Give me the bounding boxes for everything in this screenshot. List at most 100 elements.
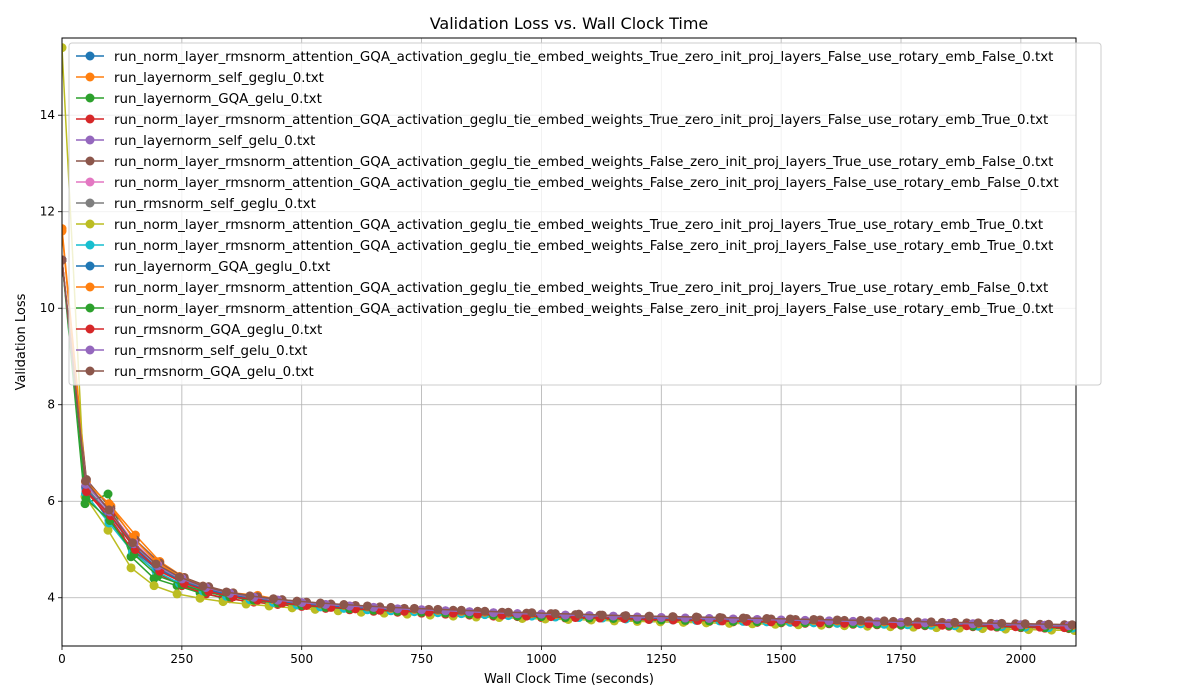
x-tick-label: 1500 xyxy=(766,652,797,666)
data-point xyxy=(809,614,819,624)
data-point xyxy=(1067,620,1076,630)
data-point xyxy=(292,596,302,606)
data-point xyxy=(824,616,834,626)
series-16 xyxy=(62,255,1076,630)
x-tick-label: 750 xyxy=(410,652,433,666)
legend-item: run_norm_layer_rmsnorm_attention_GQA_act… xyxy=(76,113,1048,128)
data-point xyxy=(560,610,570,620)
data-point xyxy=(417,605,427,615)
data-point xyxy=(103,525,113,535)
data-point xyxy=(488,608,498,618)
legend-item: run_layernorm_self_geglu_0.txt xyxy=(76,71,324,86)
data-point xyxy=(104,499,114,509)
legend-item: run_rmsnorm_GQA_geglu_0.txt xyxy=(76,323,322,338)
data-point xyxy=(151,559,161,569)
legend-swatch-marker xyxy=(85,93,95,103)
data-point xyxy=(456,605,466,615)
data-point xyxy=(480,606,490,616)
data-point xyxy=(465,607,475,617)
data-point xyxy=(872,617,882,627)
data-point xyxy=(597,610,607,620)
data-point xyxy=(268,594,278,604)
data-point xyxy=(104,505,114,515)
data-point xyxy=(195,593,205,603)
data-point xyxy=(668,612,678,622)
legend-label: run_norm_layer_rmsnorm_attention_GQA_act… xyxy=(114,176,1059,191)
data-point xyxy=(644,611,654,621)
data-point xyxy=(433,604,443,614)
legend-swatch-marker xyxy=(85,324,95,334)
legend-label: run_rmsnorm_GQA_gelu_0.txt xyxy=(114,365,314,380)
data-point xyxy=(409,603,419,613)
data-point xyxy=(680,613,690,623)
legend-label: run_layernorm_GQA_gelu_0.txt xyxy=(114,92,322,107)
data-point xyxy=(800,615,810,625)
x-tick-label: 1000 xyxy=(526,652,557,666)
legend-label: run_norm_layer_rmsnorm_attention_GQA_act… xyxy=(114,113,1048,128)
data-point xyxy=(950,617,960,627)
legend-item: run_layernorm_GQA_gelu_0.txt xyxy=(76,92,322,107)
data-point xyxy=(81,494,91,504)
data-point xyxy=(441,606,451,616)
data-point xyxy=(198,581,208,591)
y-tick-label: 10 xyxy=(40,301,55,315)
legend-swatch-marker xyxy=(85,135,95,145)
data-point xyxy=(574,609,584,619)
data-point xyxy=(127,538,137,548)
legend-item: run_norm_layer_rmsnorm_attention_GQA_act… xyxy=(76,155,1053,170)
legend-label: run_rmsnorm_self_gelu_0.txt xyxy=(114,344,307,359)
data-point xyxy=(393,604,403,614)
legend-label: run_norm_layer_rmsnorm_attention_GQA_act… xyxy=(114,302,1053,317)
data-point xyxy=(386,602,396,612)
data-point xyxy=(536,609,546,619)
legend-item: run_norm_layer_rmsnorm_attention_GQA_act… xyxy=(76,239,1053,254)
data-point xyxy=(776,615,786,625)
legend-label: run_layernorm_self_gelu_0.txt xyxy=(114,134,315,149)
legend-swatch-marker xyxy=(85,261,95,271)
legend-label: run_norm_layer_rmsnorm_attention_GQA_act… xyxy=(114,281,1048,296)
data-point xyxy=(1044,619,1054,629)
plot-area xyxy=(62,43,1076,636)
data-point xyxy=(149,581,159,591)
data-point xyxy=(550,609,560,619)
data-point xyxy=(903,616,913,626)
legend-label: run_norm_layer_rmsnorm_attention_GQA_act… xyxy=(114,218,1043,233)
legend-label: run_layernorm_GQA_geglu_0.txt xyxy=(114,260,330,275)
data-point xyxy=(503,607,513,617)
data-point xyxy=(527,608,537,618)
legend-label: run_rmsnorm_self_geglu_0.txt xyxy=(114,197,316,212)
data-point xyxy=(62,226,67,236)
data-point xyxy=(1020,619,1030,629)
data-point xyxy=(704,613,714,623)
data-point xyxy=(584,611,594,621)
legend-label: run_norm_layer_rmsnorm_attention_GQA_act… xyxy=(114,239,1053,254)
data-point xyxy=(656,613,666,623)
data-point xyxy=(973,618,983,628)
y-tick-label: 8 xyxy=(47,398,55,412)
x-tick-label: 250 xyxy=(170,652,193,666)
x-tick-label: 500 xyxy=(290,652,313,666)
x-tick-label: 1750 xyxy=(886,652,917,666)
data-point xyxy=(174,572,184,582)
data-point xyxy=(762,613,772,623)
legend-label: run_norm_layer_rmsnorm_attention_GQA_act… xyxy=(114,50,1053,65)
data-point xyxy=(832,615,842,625)
x-axis-label: Wall Clock Time (seconds) xyxy=(484,672,654,687)
legend-item: run_norm_layer_rmsnorm_attention_GQA_act… xyxy=(76,176,1059,191)
legend-swatch-marker xyxy=(85,114,95,124)
legend-item: run_layernorm_GQA_geglu_0.txt xyxy=(76,260,330,275)
y-tick-label: 4 xyxy=(47,591,55,605)
legend: run_norm_layer_rmsnorm_attention_GQA_act… xyxy=(68,42,1102,386)
legend-swatch-marker xyxy=(85,219,95,229)
legend-swatch-marker xyxy=(85,282,95,292)
data-point xyxy=(362,601,372,611)
legend-item: run_layernorm_self_gelu_0.txt xyxy=(76,134,315,149)
legend-item: run_norm_layer_rmsnorm_attention_GQA_act… xyxy=(76,302,1053,317)
legend-item: run_rmsnorm_self_geglu_0.txt xyxy=(76,197,316,212)
data-point xyxy=(339,600,349,610)
data-point xyxy=(926,617,936,627)
data-point xyxy=(879,616,889,626)
legend-label: run_norm_layer_rmsnorm_attention_GQA_act… xyxy=(114,155,1053,170)
y-tick-label: 12 xyxy=(40,205,55,219)
